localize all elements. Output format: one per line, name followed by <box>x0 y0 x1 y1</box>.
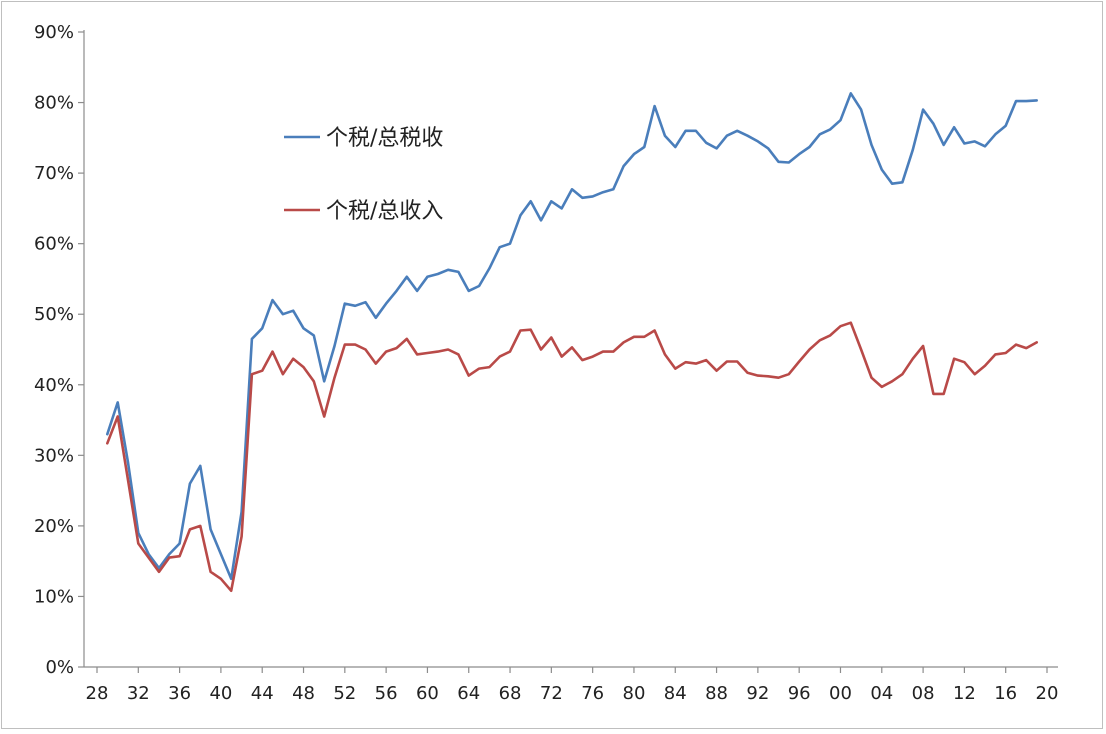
x-tick-label: 56 <box>375 683 398 704</box>
x-tick-label: 84 <box>664 683 687 704</box>
x-axis-ticks: 28 32 36 40 44 48 52 56 60 64 68 72 76 80 84 88 92 96 00 04… <box>86 667 1059 704</box>
x-tick-label: 32 <box>127 683 150 704</box>
x-tick-label: 44 <box>251 683 274 704</box>
y-tick-label: 70% <box>34 163 74 184</box>
x-tick-label: 12 <box>953 683 976 704</box>
y-tick-label: 10% <box>34 586 74 607</box>
y-tick-label: 30% <box>34 445 74 466</box>
y-tick-label: 0% <box>45 657 74 678</box>
x-tick-label: 92 <box>746 683 769 704</box>
x-tick-label: 60 <box>416 683 439 704</box>
x-tick-label: 36 <box>168 683 191 704</box>
x-tick-label: 80 <box>623 683 646 704</box>
x-tick-label: 20 <box>1036 683 1059 704</box>
x-tick-label: 72 <box>540 683 563 704</box>
x-tick-label: 28 <box>86 683 109 704</box>
series-line-2 <box>106 321 1038 593</box>
legend-label-1: 个税/总税收 <box>326 126 443 151</box>
x-tick-label: 68 <box>499 683 522 704</box>
chart-series <box>106 92 1038 593</box>
y-axis-ticks: 0% 10% 20% 30% 40% 50% 60% 70% 80% 90% <box>34 22 84 678</box>
chart-axes <box>83 30 1058 668</box>
y-tick-label: 50% <box>34 304 74 325</box>
x-tick-label: 88 <box>705 683 728 704</box>
x-tick-label: 96 <box>788 683 811 704</box>
x-tick-label: 48 <box>292 683 315 704</box>
x-tick-label: 00 <box>829 683 852 704</box>
y-tick-label: 90% <box>34 22 74 43</box>
x-tick-label: 52 <box>333 683 356 704</box>
x-tick-label: 76 <box>581 683 604 704</box>
x-tick-label: 08 <box>912 683 935 704</box>
series-line-1 <box>106 92 1038 581</box>
x-tick-label: 16 <box>994 683 1017 704</box>
x-tick-label: 04 <box>870 683 893 704</box>
x-tick-label: 40 <box>209 683 232 704</box>
x-tick-label: 64 <box>457 683 480 704</box>
y-tick-label: 20% <box>34 516 74 537</box>
y-tick-label: 40% <box>34 375 74 396</box>
legend-label-2: 个税/总收入 <box>326 199 443 224</box>
y-tick-label: 80% <box>34 93 74 114</box>
y-tick-label: 60% <box>34 234 74 255</box>
